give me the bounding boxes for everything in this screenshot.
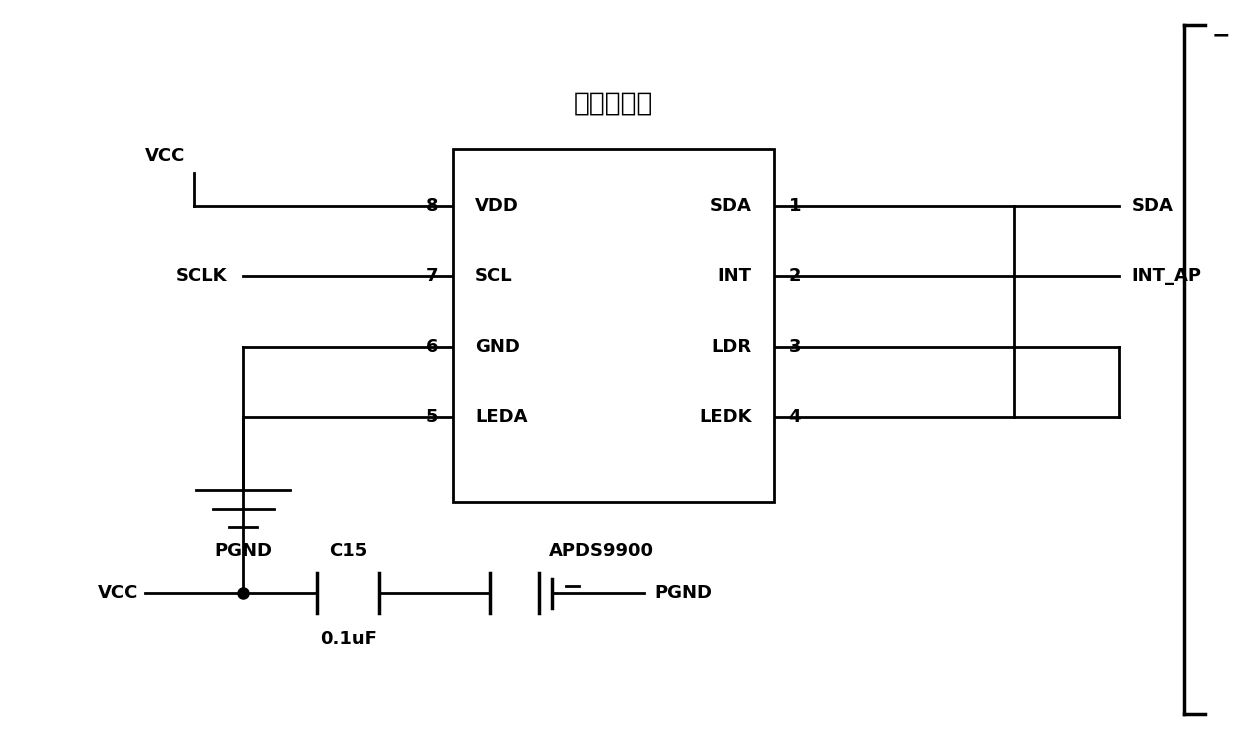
Text: 7: 7 xyxy=(426,268,439,285)
Text: LDR: LDR xyxy=(711,338,752,355)
Text: SDA: SDA xyxy=(710,197,752,215)
Text: PGND: PGND xyxy=(654,585,712,602)
Text: 2: 2 xyxy=(788,268,800,285)
Text: 亮度传感器: 亮度传感器 xyxy=(574,90,653,117)
Text: LEDK: LEDK xyxy=(699,408,752,426)
Text: PGND: PGND xyxy=(214,542,273,559)
Bar xyxy=(453,149,773,502)
Text: VDD: VDD xyxy=(476,197,519,215)
Text: 4: 4 xyxy=(788,408,800,426)
Text: VCC: VCC xyxy=(98,585,139,602)
Text: APDS9900: APDS9900 xyxy=(549,542,654,560)
Text: 1: 1 xyxy=(788,197,800,215)
Text: INT: INT xyxy=(717,268,752,285)
Text: 6: 6 xyxy=(426,338,439,355)
Text: SDA: SDA xyxy=(1131,197,1173,215)
Text: 5: 5 xyxy=(426,408,439,426)
Text: SCL: SCL xyxy=(476,268,513,285)
Text: C15: C15 xyxy=(330,542,367,560)
Text: 8: 8 xyxy=(425,197,439,215)
Text: 3: 3 xyxy=(788,338,800,355)
Text: SCLK: SCLK xyxy=(176,268,227,285)
Text: GND: GND xyxy=(476,338,520,355)
Text: LEDA: LEDA xyxy=(476,408,528,426)
Text: VCC: VCC xyxy=(145,148,185,166)
Text: INT_AP: INT_AP xyxy=(1131,268,1202,285)
Text: −: − xyxy=(1212,26,1230,46)
Text: 0.1uF: 0.1uF xyxy=(320,630,377,647)
